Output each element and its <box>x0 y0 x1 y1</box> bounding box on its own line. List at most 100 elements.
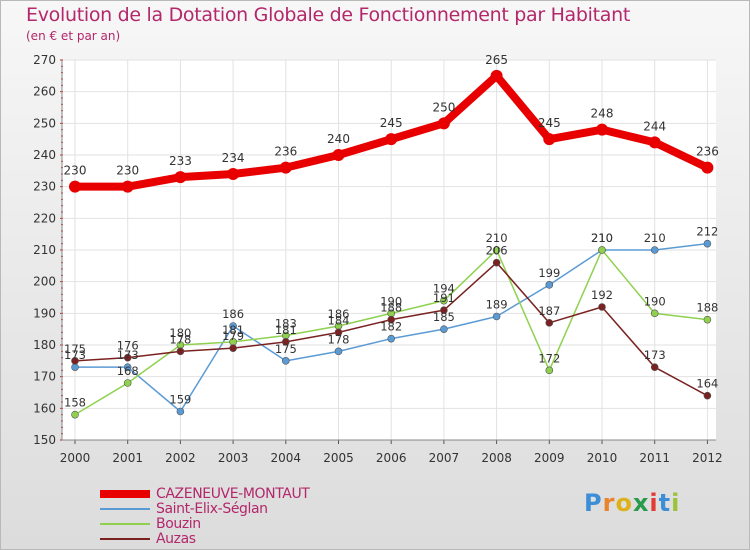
y-tick-label: 180 <box>33 338 56 352</box>
data-label: 182 <box>380 320 402 334</box>
data-label: 230 <box>64 164 87 178</box>
legend-swatch <box>100 538 150 540</box>
data-label: 244 <box>643 119 666 133</box>
data-label: 210 <box>591 231 613 245</box>
data-label: 178 <box>328 332 350 346</box>
y-tick-label: 160 <box>33 401 56 415</box>
legend-item-cazeneuve-montaut: CAZENEUVE-MONTAUT <box>100 486 310 502</box>
legend-swatch <box>100 508 150 510</box>
data-label: 265 <box>485 53 508 67</box>
legend-item-bouzin: Bouzin <box>100 516 201 532</box>
data-label: 173 <box>64 348 86 362</box>
legend-item-auzas: Auzas <box>100 531 196 547</box>
data-point-bouzin <box>71 410 79 419</box>
y-tick-label: 170 <box>33 370 56 384</box>
logo-letter: i <box>649 489 659 517</box>
chart-subtitle: (en € et par an) <box>26 29 121 43</box>
data-point-saint-elix-seglan <box>176 407 185 416</box>
data-point-auzas <box>229 344 237 352</box>
data-point-cazeneuve-montaut <box>174 171 187 184</box>
x-tick-label: 2000 <box>60 451 91 465</box>
data-point-auzas <box>334 328 343 337</box>
data-label: 194 <box>433 282 455 296</box>
data-point-bouzin <box>545 366 554 375</box>
x-tick-label: 2011 <box>639 451 670 465</box>
logo-letter: i <box>671 489 681 517</box>
data-label: 199 <box>538 266 560 280</box>
data-point-bouzin <box>703 315 712 324</box>
data-label: 206 <box>486 244 508 258</box>
data-point-auzas <box>71 357 79 365</box>
data-label: 184 <box>328 313 350 327</box>
data-point-auzas <box>440 306 448 314</box>
data-point-saint-elix-seglan <box>545 281 554 289</box>
data-label: 186 <box>328 307 350 321</box>
legend-label: Saint-Elix-Séglan <box>156 501 268 517</box>
data-point-auzas <box>387 315 396 324</box>
data-label: 175 <box>275 342 297 356</box>
data-label: 181 <box>222 323 244 337</box>
data-label: 187 <box>538 304 560 318</box>
data-label: 240 <box>327 132 350 146</box>
y-tick-label: 270 <box>33 53 56 67</box>
data-point-saint-elix-seglan <box>229 322 237 330</box>
logo-letter: r <box>602 489 616 517</box>
data-label: 159 <box>169 393 191 407</box>
data-label: 173 <box>117 348 139 362</box>
data-point-cazeneuve-montaut <box>596 123 608 136</box>
data-point-auzas <box>545 319 554 327</box>
data-label: 210 <box>486 231 508 245</box>
data-label: 188 <box>696 301 718 315</box>
legend-label: Auzas <box>156 531 196 547</box>
chart-title: Evolution de la Dotation Globale de Fonc… <box>26 4 631 26</box>
data-label: 248 <box>591 107 614 121</box>
data-point-cazeneuve-montaut <box>437 117 450 130</box>
data-label: 188 <box>380 301 402 315</box>
data-point-auzas <box>176 347 185 356</box>
data-label: 179 <box>222 329 244 343</box>
data-point-bouzin <box>440 296 448 305</box>
data-point-saint-elix-seglan <box>71 363 79 371</box>
data-point-cazeneuve-montaut <box>701 161 714 174</box>
data-label: 186 <box>222 307 244 321</box>
data-point-auzas <box>281 338 290 346</box>
data-label: 183 <box>275 317 297 331</box>
axis-layer: 150 160 170 180 190 200 210 220 230 240 250 260 270 2… <box>33 53 723 465</box>
data-point-auzas <box>703 391 712 400</box>
data-label: 180 <box>169 326 191 340</box>
x-tick-label: 2004 <box>271 451 302 465</box>
data-point-saint-elix-seglan <box>492 312 501 321</box>
data-point-cazeneuve-montaut <box>227 168 240 180</box>
data-label: 236 <box>696 145 719 159</box>
legend-label: CAZENEUVE-MONTAUT <box>156 486 310 502</box>
data-point-auzas <box>650 363 659 371</box>
data-label: 192 <box>591 288 613 302</box>
data-label: 158 <box>64 396 86 410</box>
data-point-cazeneuve-montaut <box>385 133 398 146</box>
data-label: 176 <box>117 339 139 353</box>
data-point-saint-elix-seglan <box>650 246 659 254</box>
data-label: 212 <box>696 225 718 239</box>
y-tick-label: 210 <box>33 243 56 257</box>
data-point-auzas <box>123 353 132 362</box>
x-tick-label: 2005 <box>323 451 354 465</box>
data-point-cazeneuve-montaut <box>121 180 134 193</box>
data-label: 245 <box>538 116 561 130</box>
data-point-saint-elix-seglan <box>281 357 290 365</box>
legend-label: Bouzin <box>156 516 201 532</box>
data-point-auzas <box>598 303 606 311</box>
data-label: 250 <box>432 100 455 114</box>
data-point-saint-elix-seglan <box>123 363 132 371</box>
data-point-cazeneuve-montaut <box>648 136 661 149</box>
data-label: 233 <box>169 154 192 168</box>
data-point-cazeneuve-montaut <box>69 180 81 193</box>
data-point-bouzin <box>123 379 132 387</box>
x-tick-label: 2001 <box>112 451 143 465</box>
x-tick-label: 2006 <box>376 451 407 465</box>
legend-swatch <box>100 523 150 525</box>
data-label: 190 <box>644 294 666 308</box>
data-label: 173 <box>644 348 666 362</box>
data-point-saint-elix-seglan <box>440 325 448 333</box>
data-label: 210 <box>644 231 666 245</box>
